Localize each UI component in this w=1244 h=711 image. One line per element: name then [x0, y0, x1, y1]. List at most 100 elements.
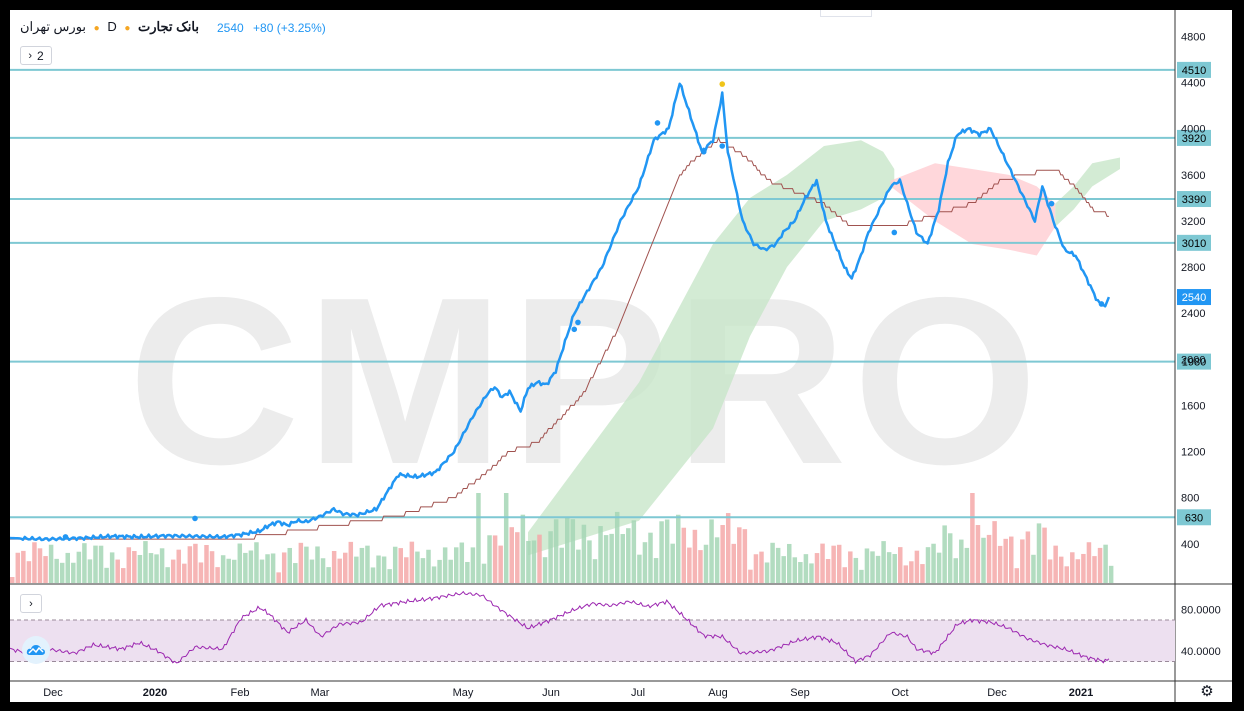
volume-bar [659, 521, 664, 583]
volume-bar [143, 541, 148, 583]
level-label-bg [1177, 353, 1211, 370]
volume-bar [1064, 566, 1069, 583]
rsi-toggle-button[interactable]: › [20, 594, 42, 613]
volume-bar [942, 525, 947, 583]
signal-dot [891, 229, 898, 236]
time-tick-label: 2020 [143, 687, 167, 699]
volume-bar [1081, 553, 1086, 583]
volume-bar [809, 563, 814, 583]
volume-bar [254, 542, 259, 583]
volume-bar [836, 544, 842, 583]
signal-dot [700, 148, 707, 155]
volume-bar [381, 556, 387, 583]
volume-bar [209, 551, 215, 583]
volume-bar [520, 514, 526, 583]
volume-bar [1025, 531, 1031, 583]
volume-bar [259, 559, 265, 583]
volume-bar [293, 563, 298, 583]
volume-bar [87, 559, 93, 583]
volume-bar [71, 562, 76, 583]
volume-bar [986, 534, 992, 583]
signal-dot [1098, 301, 1105, 307]
volume-bar [104, 567, 109, 583]
volume-bar [614, 511, 620, 583]
volume-bar [331, 550, 337, 583]
price-tick-label: 2000 [1181, 354, 1205, 366]
signal-dot [571, 326, 578, 333]
rsi-band [10, 620, 1175, 662]
chevron-right-icon: › [29, 597, 33, 610]
volume-bar [398, 548, 403, 583]
volume-bar [454, 547, 459, 583]
indicators-toggle-button[interactable]: › 2 [20, 46, 52, 65]
volume-bar [692, 529, 698, 583]
volume-bar [226, 558, 231, 583]
volume-bar [981, 537, 986, 583]
volume-bar [631, 520, 637, 583]
volume-bar [553, 519, 559, 583]
level-label-bg [1177, 234, 1211, 251]
time-tick-label: Aug [708, 687, 728, 699]
volume-bar [154, 554, 159, 583]
volume-bar [348, 541, 354, 583]
volume-bar [10, 577, 15, 583]
price-tick-label: 800 [1181, 493, 1199, 505]
volume-bar [204, 545, 209, 583]
price-tick-label: 400 [1181, 539, 1199, 551]
volume-bar [992, 521, 997, 583]
level-label-bg [1177, 61, 1211, 78]
toolbar-tab[interactable] [820, 10, 872, 17]
volume-bar [365, 545, 370, 583]
volume-bar [59, 562, 65, 583]
volume-bar [798, 562, 803, 583]
volume-bar [764, 562, 770, 583]
volume-bar [1020, 539, 1025, 583]
volume-bar [870, 551, 875, 583]
volume-bar [787, 543, 792, 583]
volume-bar [43, 556, 48, 583]
chart-frame: CMPRO 4510 3920 3390 3010 1980 630 2540 80.00… [10, 10, 1232, 702]
symbol-name: بانک تجارت [138, 19, 199, 34]
price-tick-label: 2400 [1181, 308, 1205, 320]
volume-bar [842, 567, 847, 583]
volume-bar [997, 545, 1003, 583]
volume-bar [775, 547, 781, 583]
volume-bar [731, 543, 736, 583]
volume-bar [1103, 544, 1108, 583]
volume-bar [970, 493, 975, 583]
tradingview-logo[interactable] [22, 636, 50, 664]
volume-bar [803, 554, 809, 583]
volume-bar [165, 567, 170, 583]
level-label: 4510 [1182, 65, 1206, 77]
volume-bar [565, 516, 570, 583]
separator-dot: ● [93, 23, 100, 34]
volume-bar [76, 551, 82, 583]
cloud-green-future [1055, 157, 1120, 227]
volume-bar [587, 540, 592, 583]
volume-bar [1086, 542, 1092, 583]
volume-bar [526, 540, 531, 583]
last-price-label: 2540 [1182, 292, 1206, 304]
volume-bar [48, 544, 54, 583]
symbol-header[interactable]: بورس تهران ● D ● بانک تجارت [20, 19, 199, 35]
volume-bar [537, 534, 542, 583]
volume-bar [176, 549, 181, 583]
volume-bar [548, 531, 553, 583]
volume-bar [1070, 552, 1075, 583]
gear-icon[interactable]: ⚙ [1200, 683, 1214, 700]
volume-bar [32, 542, 37, 583]
volume-bar [309, 559, 315, 583]
price-tick-label: 4400 [1181, 78, 1205, 90]
price-tick-label: 1200 [1181, 447, 1205, 459]
volume-bar [132, 551, 137, 583]
volume-bar [581, 524, 587, 583]
price-tick-label: 4000 [1181, 124, 1205, 136]
volume-bar [315, 546, 320, 583]
time-tick-label: 2021 [1069, 687, 1093, 699]
volume-bar [903, 565, 909, 583]
price-tick-label: 4800 [1181, 31, 1205, 43]
volume-bar [875, 555, 881, 583]
chart-canvas[interactable]: 4510 3920 3390 3010 1980 630 2540 80.0000 40.0… [10, 10, 1232, 702]
volume-bar [37, 548, 43, 583]
volume-bar [714, 537, 720, 583]
